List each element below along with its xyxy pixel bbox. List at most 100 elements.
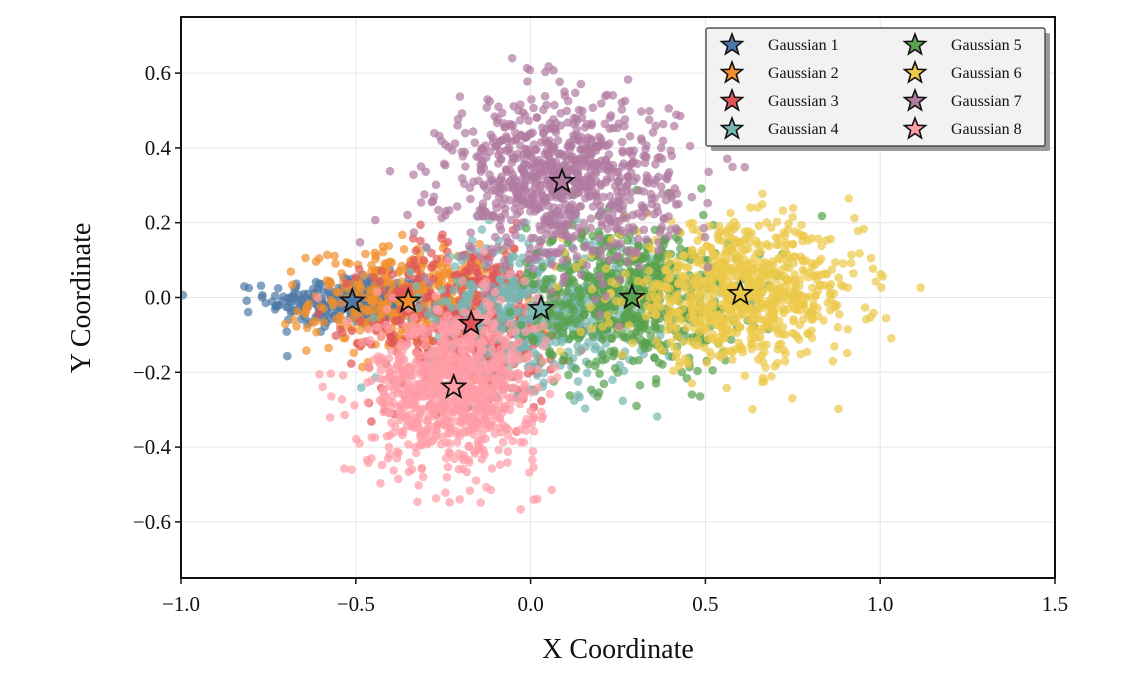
data-point [669,121,679,131]
data-point [636,134,646,143]
data-point [431,180,441,190]
data-point [323,250,332,260]
data-point [705,316,714,326]
data-point [664,293,673,303]
data-point [244,283,254,293]
data-point [525,200,535,210]
data-point [371,251,381,261]
data-point [555,77,564,87]
data-point [498,108,507,118]
data-point [556,109,565,118]
data-point [807,326,816,335]
data-point [419,333,429,343]
series-gaussian-8 [313,247,562,514]
data-point [581,193,590,203]
data-point [461,162,470,171]
data-point [762,218,771,227]
data-point [546,308,556,318]
data-point [752,248,762,257]
x-tick-label: −0.5 [337,592,375,616]
data-point [637,107,646,116]
data-point [286,267,296,276]
data-point [514,375,523,384]
data-point [452,202,462,211]
data-point [434,419,443,429]
data-point [675,361,684,371]
data-point [567,234,577,243]
data-point [552,373,562,382]
data-point [405,267,415,277]
data-point [632,401,641,411]
data-point [455,92,465,101]
data-point [479,180,489,190]
data-point [644,241,654,251]
data-point [565,267,575,276]
data-point [527,95,536,104]
data-point [833,323,843,332]
data-point [572,125,582,134]
data-point [658,136,668,146]
data-point [475,239,484,249]
data-point [527,308,536,318]
data-point [654,246,663,255]
data-point [601,264,611,273]
data-point [759,376,769,386]
data-point [403,383,413,392]
data-point [570,156,580,165]
data-point [528,264,538,273]
data-point [364,362,374,372]
data-point [411,246,421,256]
data-point [443,311,452,320]
data-point [574,347,583,357]
data-point [470,409,479,419]
data-point [412,281,421,291]
data-point [501,233,511,242]
data-point [351,272,361,282]
data-point [738,347,748,357]
data-point [437,432,447,442]
data-point [477,355,487,365]
data-point [474,367,484,377]
data-point [502,134,511,143]
data-point [534,242,544,252]
data-point [916,283,925,293]
data-point [726,335,736,344]
data-point [409,228,419,237]
data-point [441,488,450,497]
data-point [649,209,659,219]
data-point [736,310,745,320]
data-point [442,472,452,482]
data-point [604,150,614,159]
data-point [403,210,412,220]
data-point [576,270,586,279]
data-point [408,321,418,330]
data-point [835,310,844,319]
data-point [687,390,697,399]
data-point [658,346,667,356]
data-point [637,254,647,264]
data-point [469,446,479,456]
data-point [409,170,418,179]
data-point [714,351,724,360]
data-point [521,327,530,337]
data-point [663,170,673,180]
data-point [660,265,670,275]
data-point [457,251,467,261]
data-point [645,115,654,125]
data-point [441,453,451,463]
data-point [727,272,737,282]
data-point [355,326,365,335]
data-point [325,413,335,422]
x-axis-ticks: −1.0 −0.5 0.0 0.5 1.0 1.5 [162,578,1068,616]
data-point [538,357,548,366]
data-point [420,272,429,282]
data-point [283,351,292,361]
data-point [560,87,569,96]
data-point [728,234,737,244]
data-point [455,495,465,504]
data-point [748,404,757,414]
data-point [774,240,784,250]
data-point [625,132,635,141]
data-point [537,407,546,417]
data-point [556,192,566,202]
